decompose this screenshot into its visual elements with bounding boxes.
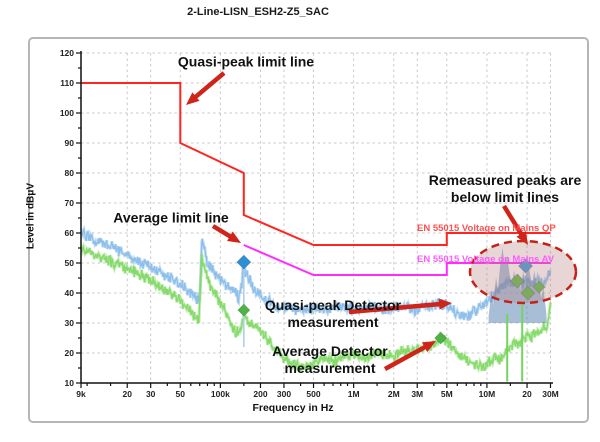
annotation-arrow-shaft <box>383 343 429 371</box>
av-limit-line <box>243 244 551 276</box>
annotation-average-limit: Average limit line <box>113 209 229 226</box>
x-tick-label: 200 <box>253 389 267 399</box>
y-axis-title: Level in dBμV <box>25 182 37 250</box>
marker-diamond <box>509 273 525 289</box>
x-tick-label: 20 <box>522 389 532 399</box>
x-tick-label: 300 <box>277 389 291 399</box>
marker-diamond <box>518 258 534 274</box>
x-tick-label: 9k <box>76 389 86 399</box>
y-tick-label: 10 <box>65 378 75 388</box>
y-tick-label: 100 <box>60 108 74 118</box>
x-tick-label: 30 <box>146 389 156 399</box>
x-tick-label: 5M <box>441 389 453 399</box>
y-tick-label: 90 <box>65 138 75 148</box>
annotation-quasi-peak-measurement: Quasi-peak Detector measurement <box>264 296 402 330</box>
marker-diamond <box>236 254 252 270</box>
annotation-quasi-peak-limit: Quasi-peak limit line <box>177 53 315 70</box>
x-tick-label: 2M <box>388 389 400 399</box>
marker-diamond <box>520 285 536 301</box>
av-trace <box>81 244 552 372</box>
annotation-arrow-shaft <box>348 301 443 315</box>
chart-title: 2-Line-LISN_ESH2-Z5_SAC <box>187 6 329 18</box>
annotation-arrow-head <box>421 341 436 353</box>
y-tick-label: 30 <box>65 318 75 328</box>
remeasured-highlight-ellipse <box>468 239 578 305</box>
y-tick-label: 20 <box>65 348 75 358</box>
y-tick-label: 80 <box>65 168 75 178</box>
y-tick-label: 110 <box>60 78 74 88</box>
annotation-remeasured-peaks: Remeasured peaks are below limit lines <box>428 171 582 205</box>
annotation-arrow-head <box>227 231 241 243</box>
x-tick-label: 500 <box>306 389 320 399</box>
traces <box>81 224 552 374</box>
annotation-arrow-shaft <box>192 71 226 101</box>
annotation-average-measurement: Average Detector measurement <box>272 342 388 376</box>
ticks <box>76 52 552 388</box>
annotation-arrow-shaft <box>502 204 525 238</box>
annotation-arrow-head <box>438 298 452 310</box>
qp-limit-line <box>81 82 551 246</box>
y-tick-label: 60 <box>65 228 75 238</box>
x-tick-label: 30M <box>542 389 559 399</box>
qp-trace <box>81 227 552 321</box>
annotation-arrow-head <box>186 92 200 105</box>
y-tick-label: 50 <box>65 258 75 268</box>
x-tick-label: 3M <box>411 389 423 399</box>
x-tick-label: 10M <box>479 389 496 399</box>
y-tick-label: 40 <box>65 288 75 298</box>
annotation-arrow-head <box>516 231 528 245</box>
y-tick-label: 120 <box>60 48 74 58</box>
x-tick-label: 50 <box>176 389 186 399</box>
qp-limit-line-label: EN 55015 Voltage on Mains QP <box>417 223 556 234</box>
x-tick-label: 1M <box>348 389 360 399</box>
marker-diamond <box>237 303 251 317</box>
chart-frame <box>28 37 589 423</box>
marker-diamond <box>434 331 448 345</box>
x-tick-label: 100k <box>211 389 230 399</box>
x-axis-title: Frequency in Hz <box>252 402 334 414</box>
annotation-arrow-shaft <box>211 224 234 240</box>
x-tick-label: 20 <box>122 389 132 399</box>
marker-diamond <box>532 280 546 294</box>
y-tick-label: 70 <box>65 198 75 208</box>
av-limit-line-label: EN 55015 Voltage on Mains AV <box>417 254 555 265</box>
